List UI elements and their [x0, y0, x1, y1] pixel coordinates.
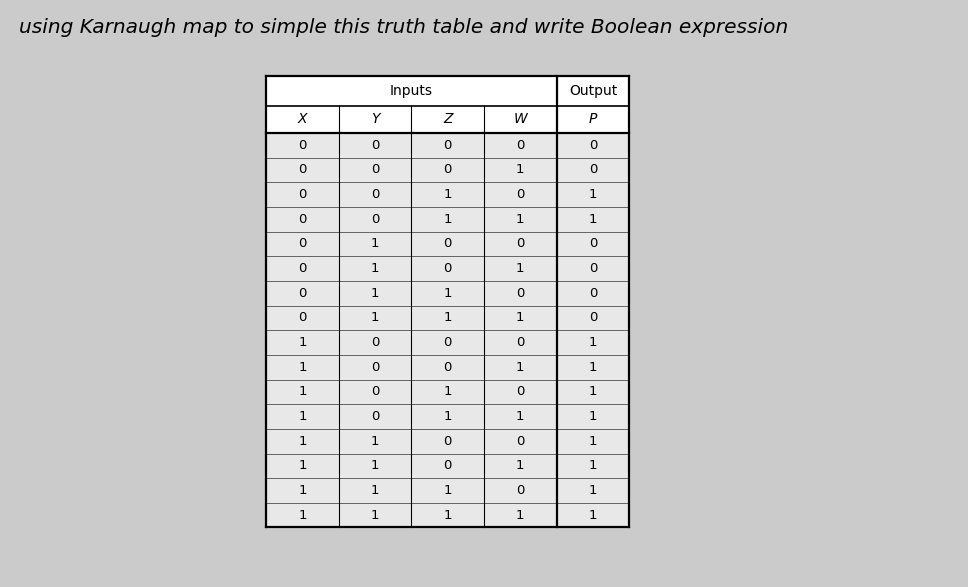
Text: X: X	[298, 113, 307, 126]
Text: 1: 1	[298, 484, 307, 497]
Text: 1: 1	[371, 435, 379, 448]
Text: 1: 1	[589, 336, 597, 349]
Text: 0: 0	[298, 139, 307, 152]
Text: 1: 1	[443, 213, 452, 226]
Text: 0: 0	[443, 164, 452, 177]
Text: 1: 1	[516, 312, 525, 325]
Text: 0: 0	[298, 164, 307, 177]
Text: 0: 0	[516, 484, 525, 497]
Text: 0: 0	[589, 238, 597, 251]
Text: 0: 0	[516, 188, 525, 201]
Text: 1: 1	[516, 509, 525, 522]
Text: 0: 0	[443, 139, 452, 152]
Text: 0: 0	[371, 410, 379, 423]
Text: 1: 1	[589, 386, 597, 399]
Text: 1: 1	[589, 410, 597, 423]
Text: Inputs: Inputs	[390, 84, 433, 98]
Text: 0: 0	[443, 460, 452, 473]
Text: 1: 1	[371, 287, 379, 300]
Text: 0: 0	[589, 164, 597, 177]
Text: 1: 1	[589, 188, 597, 201]
Text: 1: 1	[298, 509, 307, 522]
Text: 0: 0	[516, 287, 525, 300]
Text: 0: 0	[443, 262, 452, 275]
Text: 0: 0	[371, 139, 379, 152]
Text: 0: 0	[516, 386, 525, 399]
Text: Y: Y	[371, 113, 379, 126]
Text: 0: 0	[443, 336, 452, 349]
Text: 1: 1	[371, 312, 379, 325]
Text: 1: 1	[516, 262, 525, 275]
Text: 1: 1	[298, 460, 307, 473]
Text: 0: 0	[516, 336, 525, 349]
Text: P: P	[589, 113, 597, 126]
Bar	[266, 76, 629, 106]
Text: 0: 0	[443, 435, 452, 448]
Text: 1: 1	[589, 361, 597, 374]
Text: 1: 1	[516, 410, 525, 423]
Text: 1: 1	[516, 164, 525, 177]
Text: 1: 1	[443, 410, 452, 423]
Text: 1: 1	[371, 238, 379, 251]
Text: Output: Output	[569, 84, 617, 98]
Text: 1: 1	[589, 460, 597, 473]
Text: 0: 0	[371, 164, 379, 177]
Text: 0: 0	[298, 213, 307, 226]
Bar	[266, 76, 629, 528]
Text: 0: 0	[298, 312, 307, 325]
Text: using Karnaugh map to simple this truth table and write Boolean expression: using Karnaugh map to simple this truth …	[19, 18, 789, 36]
Text: 0: 0	[371, 361, 379, 374]
Text: 1: 1	[298, 386, 307, 399]
Text: W: W	[513, 113, 528, 126]
Text: 0: 0	[589, 262, 597, 275]
Text: 0: 0	[298, 262, 307, 275]
Text: 1: 1	[371, 262, 379, 275]
Text: 0: 0	[443, 361, 452, 374]
Text: 0: 0	[371, 213, 379, 226]
Text: 1: 1	[589, 509, 597, 522]
Text: 0: 0	[589, 287, 597, 300]
Text: 0: 0	[371, 336, 379, 349]
Text: 1: 1	[371, 484, 379, 497]
Text: 0: 0	[298, 287, 307, 300]
Text: 1: 1	[589, 435, 597, 448]
Text: 1: 1	[371, 460, 379, 473]
Text: 0: 0	[443, 238, 452, 251]
Text: 0: 0	[516, 238, 525, 251]
Text: 1: 1	[589, 484, 597, 497]
Text: 1: 1	[516, 213, 525, 226]
Text: 1: 1	[298, 435, 307, 448]
Text: 1: 1	[516, 460, 525, 473]
Text: 0: 0	[516, 139, 525, 152]
Text: Z: Z	[443, 113, 452, 126]
Text: 1: 1	[443, 188, 452, 201]
Text: 1: 1	[589, 213, 597, 226]
Text: 1: 1	[298, 336, 307, 349]
Text: 0: 0	[298, 188, 307, 201]
Text: 0: 0	[516, 435, 525, 448]
Text: 1: 1	[443, 509, 452, 522]
Text: 0: 0	[589, 139, 597, 152]
Text: 1: 1	[443, 287, 452, 300]
Text: 1: 1	[516, 361, 525, 374]
Text: 0: 0	[298, 238, 307, 251]
Text: 1: 1	[443, 386, 452, 399]
Text: 0: 0	[371, 386, 379, 399]
Text: 1: 1	[443, 484, 452, 497]
Text: 1: 1	[371, 509, 379, 522]
Text: 1: 1	[443, 312, 452, 325]
Text: 1: 1	[298, 410, 307, 423]
Text: 0: 0	[589, 312, 597, 325]
Text: 1: 1	[298, 361, 307, 374]
Text: 0: 0	[371, 188, 379, 201]
Bar	[266, 106, 629, 133]
